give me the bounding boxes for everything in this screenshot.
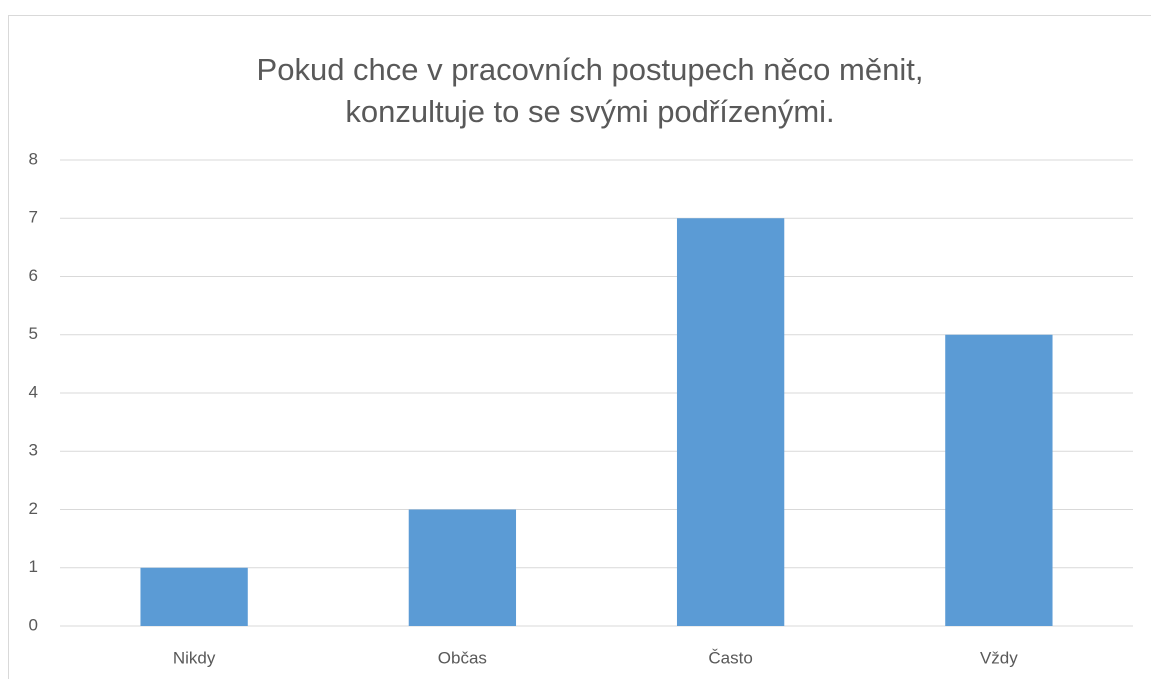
bar xyxy=(140,568,247,626)
bar xyxy=(409,510,516,627)
y-tick-label: 2 xyxy=(29,499,38,518)
y-tick-label: 3 xyxy=(29,441,38,460)
y-tick-label: 8 xyxy=(29,149,38,168)
y-tick-label: 7 xyxy=(29,208,38,227)
x-tick-label: Nikdy xyxy=(173,648,216,667)
x-tick-label: Často xyxy=(708,648,752,667)
bar xyxy=(677,218,784,626)
y-tick-label: 4 xyxy=(29,382,38,401)
x-tick-label: Vždy xyxy=(980,648,1018,667)
y-tick-label: 0 xyxy=(29,615,38,634)
y-tick-label: 5 xyxy=(29,324,38,343)
y-tick-label: 6 xyxy=(29,266,38,285)
x-tick-label: Občas xyxy=(438,648,487,667)
y-tick-label: 1 xyxy=(29,557,38,576)
bar xyxy=(945,335,1052,626)
